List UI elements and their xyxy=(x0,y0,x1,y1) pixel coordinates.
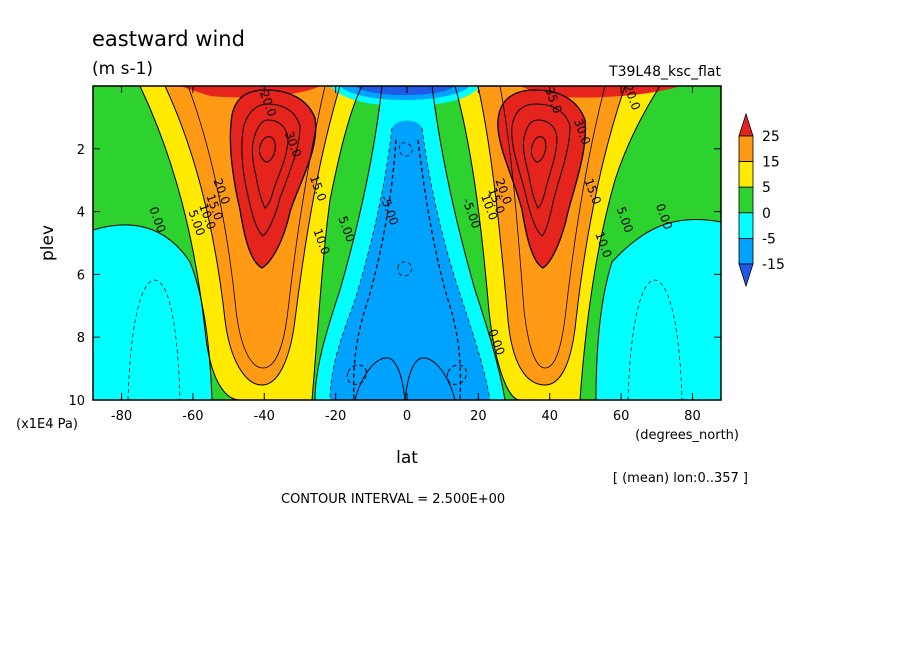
x-axis-unit-label: (degrees_north) xyxy=(635,428,739,443)
x-tick-label: 40 xyxy=(541,409,558,424)
run-label: T39L48_ksc_flat xyxy=(608,64,721,80)
colorbar-swatch xyxy=(738,237,754,265)
colorbar: 25 15 5 0 -5 -15 xyxy=(738,112,785,288)
y-axis-ticks: 2 4 6 8 10 xyxy=(68,143,721,409)
jet-north-red xyxy=(497,90,586,268)
contour-lines xyxy=(93,86,721,400)
colorbar-label: -5 xyxy=(762,231,776,247)
y-axis-label: plev xyxy=(38,225,58,261)
colorbar-swatch xyxy=(738,212,754,239)
y-tick-label: 2 xyxy=(77,143,85,158)
x-axis-label: lat xyxy=(396,448,418,468)
chart-units: (m s-1) xyxy=(92,59,153,79)
easterly-region-south xyxy=(93,224,212,400)
y-tick-label: 8 xyxy=(77,331,85,346)
y-tick-label: 4 xyxy=(77,206,85,221)
x-tick-label: 0 xyxy=(403,409,411,424)
colorbar-swatch xyxy=(738,135,754,163)
colorbar-bottom-arrow xyxy=(738,263,754,288)
x-tick-label: -80 xyxy=(111,409,132,424)
mean-note: [ (mean) lon:0..357 ] xyxy=(613,471,748,486)
chart-title: eastward wind xyxy=(92,27,245,51)
colorbar-label: 0 xyxy=(762,206,771,222)
colorbar-label: 25 xyxy=(762,129,780,145)
x-tick-label: -60 xyxy=(182,409,203,424)
equatorial-easterlies-blue xyxy=(330,120,490,400)
y-axis-unit-label: (x1E4 Pa) xyxy=(16,417,78,432)
x-axis-ticks: -80 -60 -40 -20 0 20 40 60 80 xyxy=(111,86,701,424)
contour-interval-note: CONTOUR INTERVAL = 2.500E+00 xyxy=(281,492,505,507)
y-tick-label: 10 xyxy=(68,394,85,409)
colorbar-swatch xyxy=(738,161,754,188)
jet-south-red xyxy=(230,90,316,268)
x-tick-label: 60 xyxy=(613,409,630,424)
colorbar-top-arrow xyxy=(738,112,754,137)
colorbar-label: -15 xyxy=(762,257,785,273)
colorbar-label: 5 xyxy=(762,180,771,196)
top-strong-easterlies-core xyxy=(355,86,455,95)
top-westerlies-south xyxy=(180,86,320,98)
easterly-region-north xyxy=(596,219,721,400)
x-tick-label: 20 xyxy=(470,409,487,424)
x-tick-label: -20 xyxy=(325,409,346,424)
colorbar-label: 15 xyxy=(762,155,780,171)
x-tick-label: -40 xyxy=(254,409,275,424)
x-tick-label: 80 xyxy=(684,409,701,424)
colorbar-swatch xyxy=(738,186,754,214)
y-tick-label: 6 xyxy=(77,268,85,283)
